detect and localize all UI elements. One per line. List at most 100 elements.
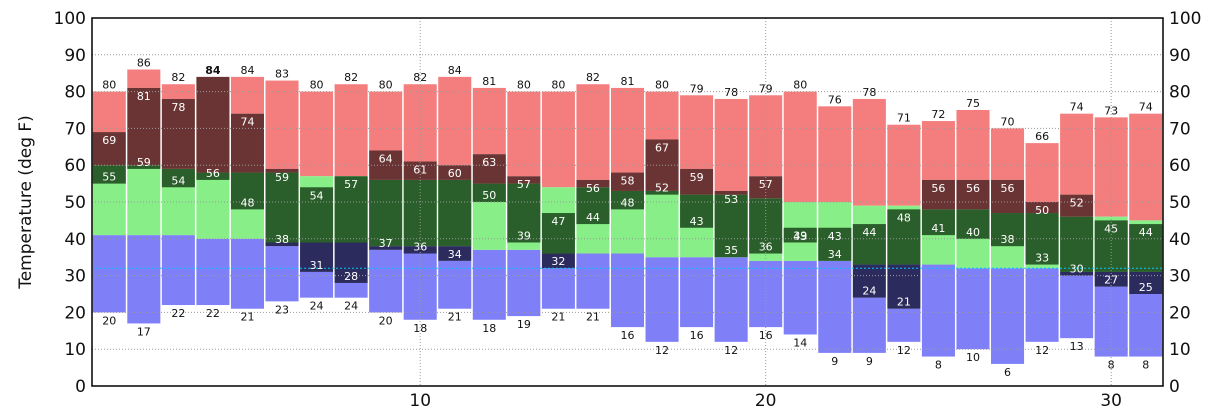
actual-range-normal bbox=[956, 209, 990, 239]
actual-range-above-normal bbox=[1060, 194, 1094, 217]
record-high-label: 82 bbox=[586, 71, 600, 84]
actual-range-normal bbox=[472, 183, 506, 202]
actual-low-label: 36 bbox=[759, 241, 773, 254]
record-high-band bbox=[1025, 143, 1059, 202]
actual-range-normal bbox=[127, 165, 161, 169]
normal-band bbox=[127, 165, 161, 236]
record-high-label: 81 bbox=[482, 75, 496, 88]
record-high-band bbox=[300, 91, 334, 177]
actual-high-label: 78 bbox=[171, 101, 185, 114]
actual-low-label: 55 bbox=[102, 171, 116, 184]
actual-range-normal bbox=[576, 187, 610, 225]
actual-low-label: 38 bbox=[275, 233, 289, 246]
record-high-label: 70 bbox=[1001, 115, 1015, 128]
record-low-band bbox=[645, 257, 679, 342]
actual-high-label: 45 bbox=[1104, 222, 1118, 235]
record-high-label: 80 bbox=[310, 79, 324, 92]
record-low-label: 13 bbox=[1070, 340, 1084, 353]
actual-low-label: 48 bbox=[240, 196, 254, 209]
record-high-band bbox=[403, 84, 437, 162]
actual-range-normal bbox=[610, 190, 645, 210]
record-low-label: 17 bbox=[137, 325, 151, 338]
actual-low-label: 54 bbox=[171, 174, 185, 187]
actual-range-below-normal bbox=[887, 264, 921, 309]
record-high-label: 72 bbox=[931, 108, 945, 121]
actual-range-below-normal bbox=[300, 242, 334, 272]
actual-high-label: 59 bbox=[275, 171, 289, 184]
actual-low-label: 34 bbox=[448, 248, 462, 261]
record-low-band bbox=[127, 235, 161, 324]
actual-high-label: 52 bbox=[1070, 197, 1084, 210]
actual-high-label: 47 bbox=[551, 215, 565, 228]
actual-high-label: 57 bbox=[344, 178, 358, 191]
actual-range-below-normal bbox=[438, 246, 472, 261]
record-high-band bbox=[956, 110, 990, 180]
y-tick-label-right: 20 bbox=[1169, 303, 1191, 323]
y-tick-label-left: 10 bbox=[64, 340, 86, 360]
actual-high-label: 57 bbox=[759, 178, 773, 191]
record-low-band bbox=[818, 260, 852, 353]
record-low-label: 8 bbox=[1142, 359, 1149, 372]
record-low-band bbox=[196, 238, 230, 306]
record-low-band bbox=[991, 268, 1025, 364]
record-high-band bbox=[714, 98, 748, 191]
y-tick-label-right: 100 bbox=[1169, 9, 1201, 29]
actual-high-label: 53 bbox=[724, 193, 738, 206]
record-low-label: 12 bbox=[724, 344, 738, 357]
record-low-band bbox=[783, 260, 817, 335]
actual-range-normal bbox=[196, 172, 230, 180]
record-high-label: 79 bbox=[690, 82, 704, 95]
record-high-band bbox=[161, 84, 195, 99]
actual-range-below-normal bbox=[369, 246, 403, 250]
record-low-label: 20 bbox=[102, 314, 116, 327]
y-tick-label-left: 60 bbox=[64, 156, 86, 176]
actual-range-normal bbox=[818, 227, 852, 261]
y-tick-label-left: 50 bbox=[64, 193, 86, 213]
record-high-label: 84 bbox=[240, 64, 254, 77]
y-tick-label-right: 70 bbox=[1169, 119, 1191, 139]
record-high-band bbox=[507, 91, 541, 177]
actual-high-label: 56 bbox=[966, 182, 980, 195]
y-tick-label-left: 80 bbox=[64, 83, 86, 103]
record-low-band bbox=[921, 264, 955, 357]
record-low-band bbox=[887, 308, 921, 342]
x-tick-label: 20 bbox=[755, 391, 777, 410]
plot-frame bbox=[91, 17, 1164, 387]
actual-range-normal bbox=[541, 213, 575, 254]
record-high-label: 66 bbox=[1035, 130, 1049, 143]
actual-low-label: 34 bbox=[828, 248, 842, 261]
actual-range-below-normal bbox=[852, 264, 886, 298]
actual-low-label: 50 bbox=[482, 189, 496, 202]
actual-range-normal bbox=[161, 168, 195, 188]
actual-high-label: 43 bbox=[793, 230, 807, 243]
record-low-label: 10 bbox=[966, 351, 980, 364]
actual-high-label: 44 bbox=[1139, 226, 1153, 239]
actual-low-label: 36 bbox=[413, 241, 427, 254]
actual-range-above-normal bbox=[472, 154, 506, 184]
actual-low-label: 28 bbox=[344, 270, 358, 283]
record-high-band bbox=[127, 69, 161, 88]
record-low-band bbox=[265, 246, 299, 302]
actual-high-label: 44 bbox=[862, 226, 876, 239]
actual-high-label: 56 bbox=[586, 182, 600, 195]
record-low-label: 18 bbox=[413, 322, 427, 335]
record-high-band bbox=[1129, 113, 1163, 221]
actual-low-label: 40 bbox=[966, 226, 980, 239]
actual-low-label: 39 bbox=[517, 229, 531, 242]
record-low-label: 21 bbox=[240, 311, 254, 324]
record-low-label: 12 bbox=[1035, 344, 1049, 357]
record-high-band bbox=[783, 91, 817, 202]
actual-low-label: 43 bbox=[690, 215, 704, 228]
actual-range-normal bbox=[438, 179, 472, 247]
axis-ticks: 0 0 10 10 20 20 30 30 40 40 50 50 60 60 70 70 80 80 90 90 10… bbox=[54, 9, 1202, 410]
actual-low-label: 37 bbox=[379, 237, 393, 250]
record-high-band bbox=[1060, 113, 1094, 195]
record-low-label: 16 bbox=[759, 329, 773, 342]
record-low-label: 12 bbox=[655, 344, 669, 357]
record-high-label: 82 bbox=[171, 71, 185, 84]
x-tick-label: 30 bbox=[1100, 391, 1122, 410]
record-high-label: 79 bbox=[759, 82, 773, 95]
actual-range-below-normal bbox=[1060, 271, 1094, 276]
y-tick-label-left: 90 bbox=[64, 46, 86, 66]
